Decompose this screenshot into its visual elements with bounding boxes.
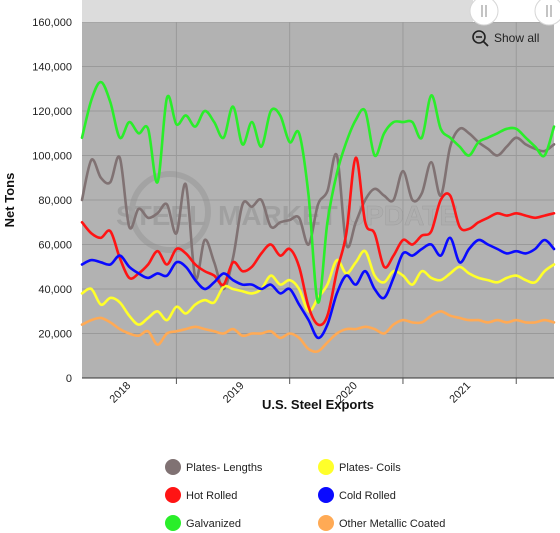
chart-legend: Plates- Lengths Plates- Coils Hot Rolled Co…	[165, 459, 445, 531]
legend-label: Other Metallic Coated	[339, 518, 445, 530]
series-line-hot-rolled[interactable]	[80, 156, 556, 327]
y-tick-label: 40,000	[38, 284, 72, 296]
range-slider-handle-right[interactable]	[534, 0, 560, 26]
legend-label: Plates- Coils	[339, 462, 401, 474]
legend-item-galvanized[interactable]: Galvanized	[165, 515, 241, 531]
series-lines	[80, 80, 556, 354]
legend-item-hot-rolled[interactable]: Hot Rolled	[165, 487, 237, 503]
legend-item-plates-lengths[interactable]: Plates- Lengths	[165, 459, 263, 475]
series-line-cold-rolled[interactable]	[80, 236, 556, 340]
y-axis-ticks: 0 20,000 40,000 60,000 80,000 100,000 120,000 1…	[32, 17, 72, 385]
legend-item-cold-rolled[interactable]: Cold Rolled	[318, 487, 396, 503]
watermark-text-mid: MARKET	[218, 200, 338, 231]
legend-label: Cold Rolled	[339, 490, 396, 502]
zoom-out-icon	[472, 30, 489, 47]
series-line-galvanized[interactable]	[80, 80, 556, 304]
range-slider-handle-left[interactable]	[469, 0, 499, 26]
watermark-logo-icon	[129, 171, 211, 253]
show-all-label: Show all	[494, 31, 539, 45]
y-tick-label: 100,000	[32, 151, 72, 163]
series-line-other-metallic-coated[interactable]	[80, 310, 556, 354]
legend-swatch	[165, 459, 181, 475]
legend-swatch	[318, 515, 334, 531]
y-tick-label: 0	[66, 373, 72, 385]
range-slider-track[interactable]	[82, 0, 554, 22]
legend-label: Galvanized	[186, 518, 241, 530]
legend-item-other-metallic-coated[interactable]: Other Metallic Coated	[318, 515, 445, 531]
y-tick-label: 20,000	[38, 329, 72, 341]
legend-swatch	[318, 487, 334, 503]
legend-item-plates-coils[interactable]: Plates- Coils	[318, 459, 401, 475]
legend-label: Hot Rolled	[186, 490, 237, 502]
legend-label: Plates- Lengths	[186, 462, 263, 474]
y-tick-label: 120,000	[32, 106, 72, 118]
legend-swatch	[165, 515, 181, 531]
x-axis-title: U.S. Steel Exports	[262, 397, 374, 412]
show-all-button[interactable]: Show all	[472, 30, 539, 47]
y-tick-label: 140,000	[32, 62, 72, 74]
legend-swatch	[318, 459, 334, 475]
y-tick-label: 160,000	[32, 17, 72, 29]
y-axis-title: Net Tons	[2, 173, 17, 228]
series-line-plates-lengths[interactable]	[80, 126, 556, 291]
y-tick-label: 60,000	[38, 240, 72, 252]
y-tick-label: 80,000	[38, 195, 72, 207]
legend-swatch	[165, 487, 181, 503]
